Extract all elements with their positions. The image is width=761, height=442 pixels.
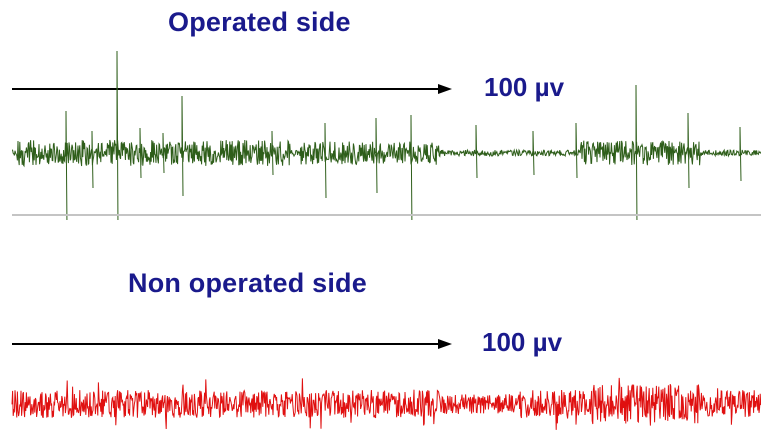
non-operated-side-panel: Non operated side 100 µv — [0, 222, 761, 442]
non-operated-scale-arrow — [12, 339, 452, 349]
non-operated-scale-label: 100 µv — [482, 327, 563, 357]
operated-scale-label: 100 µv — [484, 72, 565, 102]
operated-side-panel: Operated side 100 µv — [12, 7, 761, 220]
non-operated-side-title: Non operated side — [128, 268, 367, 298]
non-operated-emg-trace — [11, 377, 761, 430]
operated-side-title: Operated side — [168, 7, 351, 37]
operated-baseline — [12, 214, 761, 216]
operated-scale-arrow — [12, 84, 452, 94]
operated-emg-trace — [12, 50, 761, 220]
